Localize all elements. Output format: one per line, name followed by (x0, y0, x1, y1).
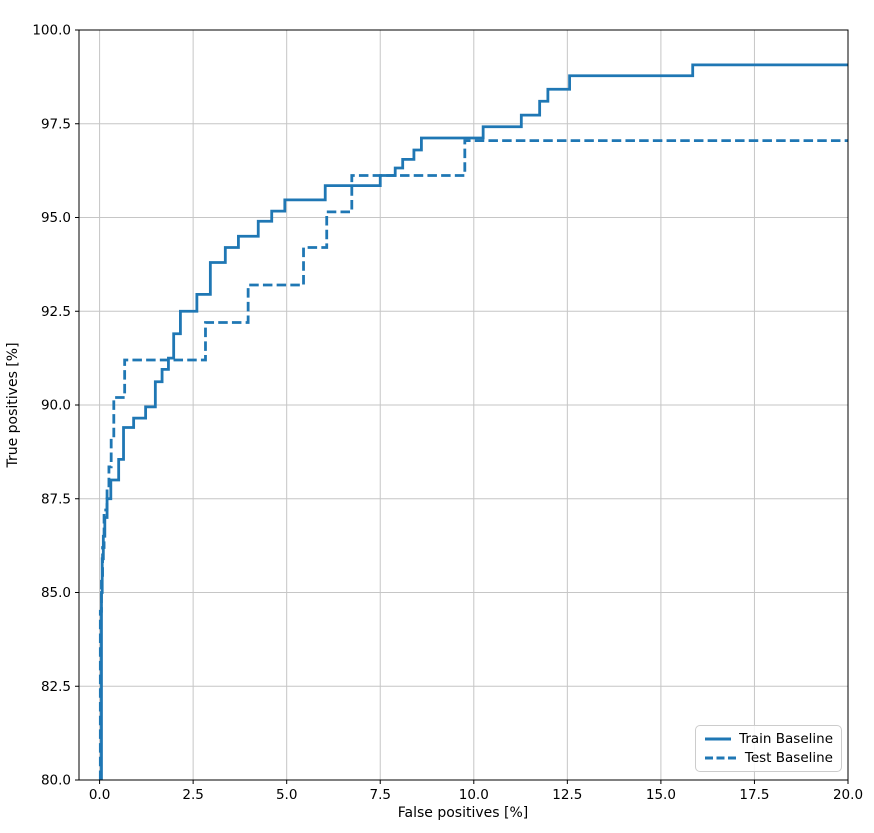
legend-label: Test Baseline (744, 750, 833, 766)
y-tick-label: 92.5 (41, 304, 71, 320)
legend-line-sample-solid (705, 737, 732, 741)
y-tick-label: 85.0 (41, 585, 71, 601)
x-tick-label: 17.5 (739, 787, 769, 803)
x-tick-label: 20.0 (833, 787, 863, 803)
legend-label: Train Baseline (739, 731, 833, 747)
y-tick-label: 95.0 (41, 210, 71, 226)
legend-line-sample-dashed (705, 756, 737, 760)
x-axis-label: False positives [%] (398, 805, 528, 821)
axis-ticks: 0.0 2.5 5.0 7.5 10.0 12.5 15.0 17.5 20.0 80.0 82.5… (32, 23, 863, 804)
x-tick-label: 7.5 (369, 787, 390, 803)
x-tick-label: 5.0 (276, 787, 297, 803)
series-lines (98, 63, 848, 780)
legend-item: Train Baseline (705, 731, 833, 747)
x-tick-label: 0.0 (89, 787, 110, 803)
x-tick-label: 15.0 (646, 787, 676, 803)
x-tick-label: 2.5 (182, 787, 203, 803)
test-baseline-line (98, 139, 848, 780)
y-tick-label: 82.5 (41, 679, 71, 695)
legend: Train Baseline Test Baseline (695, 725, 842, 772)
train-baseline-line (100, 63, 848, 780)
y-tick-label: 90.0 (41, 398, 71, 414)
y-tick-label: 97.5 (41, 116, 71, 132)
y-axis-label: True positives [%] (5, 342, 21, 468)
x-tick-label: 10.0 (459, 787, 489, 803)
y-tick-label: 87.5 (41, 491, 71, 507)
y-tick-label: 100.0 (32, 23, 71, 39)
y-tick-label: 80.0 (41, 773, 71, 789)
legend-item: Test Baseline (705, 750, 833, 766)
x-tick-label: 12.5 (552, 787, 582, 803)
